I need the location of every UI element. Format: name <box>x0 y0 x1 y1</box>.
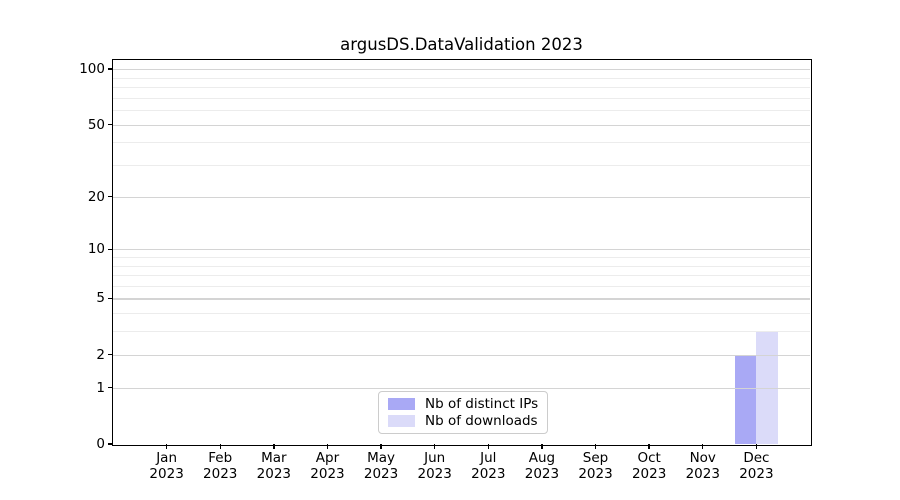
y-tick-label: 1 <box>96 379 105 396</box>
gridline-minor <box>113 275 810 277</box>
gridline-major <box>113 249 810 251</box>
x-tick-month: May <box>367 450 396 466</box>
x-tick-mark <box>165 444 168 449</box>
legend: Nb of distinct IPs Nb of downloads <box>378 391 549 434</box>
gridline-major <box>113 387 810 389</box>
x-tick-mark <box>702 444 704 449</box>
x-tick-mark <box>219 444 221 449</box>
x-tick-year: 2023 <box>739 465 774 482</box>
x-tick-year: 2023 <box>685 465 720 482</box>
x-tick-year: 2023 <box>149 465 184 482</box>
y-tick-label: 10 <box>87 241 105 258</box>
x-tick-year: 2023 <box>310 465 345 482</box>
y-tick-mark <box>108 248 113 250</box>
x-tick-label: Mar 2023 <box>242 450 306 482</box>
legend-label-distinct-ips: Nb of distinct IPs <box>425 396 539 412</box>
gridline-major <box>113 298 810 300</box>
x-tick-label: May 2023 <box>349 450 413 482</box>
y-tick-mark <box>108 123 113 126</box>
y-tick-mark <box>108 195 113 198</box>
x-tick-mark <box>648 444 650 449</box>
x-tick-label: Jul 2023 <box>456 450 520 482</box>
x-tick-month: Jan <box>156 450 178 466</box>
gridline-minor <box>113 77 810 79</box>
x-tick-label: Nov 2023 <box>671 450 735 482</box>
y-tick-mark <box>108 297 113 300</box>
gridline-minor <box>113 165 810 167</box>
legend-row-distinct-ips: Nb of distinct IPs <box>388 397 538 411</box>
x-tick-mark <box>380 444 382 449</box>
y-tick-mark <box>108 68 113 70</box>
x-tick-month: Nov <box>689 450 716 466</box>
gridline-minor <box>113 331 810 333</box>
gridline-major <box>113 124 810 126</box>
y-tick-mark <box>108 354 113 356</box>
x-tick-year: 2023 <box>417 465 452 482</box>
gridline-minor <box>113 87 810 89</box>
x-tick-year: 2023 <box>524 465 560 482</box>
gridline-minor <box>113 97 810 99</box>
x-tick-month: Oct <box>637 450 661 466</box>
chart-title: argusDS.DataValidation 2023 <box>340 35 583 54</box>
x-tick-label: Feb 2023 <box>188 450 252 482</box>
x-tick-year: 2023 <box>631 465 667 482</box>
gridline-minor <box>113 142 810 144</box>
x-tick-label: Jan 2023 <box>135 450 199 482</box>
x-tick-label: Apr 2023 <box>295 450 359 482</box>
x-tick-label: Dec 2023 <box>724 450 788 482</box>
gridline-minor <box>113 313 810 315</box>
x-tick-mark <box>273 444 275 449</box>
grid-layer <box>113 60 810 444</box>
y-tick-label: 100 <box>79 61 105 78</box>
y-tick-label: 5 <box>96 290 105 307</box>
y-tick-label: 20 <box>87 188 105 205</box>
legend-label-downloads: Nb of downloads <box>425 413 538 429</box>
legend-swatch-downloads <box>388 415 415 427</box>
gridline-minor <box>113 265 810 267</box>
gridline-major <box>113 354 810 356</box>
x-tick-year: 2023 <box>578 465 613 482</box>
x-tick-month: Mar <box>261 450 287 466</box>
x-tick-month: Feb <box>208 450 233 466</box>
gridline-major <box>113 69 810 71</box>
gridline-minor <box>113 110 810 112</box>
x-tick-mark <box>487 444 489 449</box>
x-tick-year: 2023 <box>363 465 399 482</box>
x-tick-label: Jun 2023 <box>403 450 467 482</box>
legend-row-downloads: Nb of downloads <box>388 414 538 428</box>
x-tick-year: 2023 <box>471 465 506 482</box>
x-tick-label: Aug 2023 <box>510 450 574 482</box>
gridline-major <box>113 196 810 198</box>
legend-swatch-distinct-ips <box>388 398 415 410</box>
x-tick-label: Oct 2023 <box>617 450 681 482</box>
y-tick-label: 2 <box>96 346 105 363</box>
bar-distinct-ips <box>734 354 757 444</box>
x-tick-mark <box>326 444 329 449</box>
y-tick-label: 0 <box>96 436 105 452</box>
x-tick-month: Dec <box>743 450 770 466</box>
y-tick-label: 50 <box>87 116 105 133</box>
x-tick-year: 2023 <box>256 465 292 482</box>
x-tick-mark <box>541 444 543 449</box>
x-tick-mark <box>433 444 436 449</box>
x-tick-mark <box>755 444 758 449</box>
y-tick-mark <box>108 443 113 445</box>
x-tick-year: 2023 <box>203 465 238 482</box>
x-tick-month: Jul <box>480 450 497 466</box>
gridline-minor <box>113 256 810 258</box>
x-tick-month: Jun <box>424 450 446 466</box>
x-tick-mark <box>594 444 597 449</box>
plot-area: Nb of distinct IPs Nb of downloads <box>111 58 812 446</box>
x-tick-month: Aug <box>528 450 556 466</box>
gridline-minor <box>113 285 810 287</box>
x-tick-month: Apr <box>315 450 340 466</box>
y-tick-mark <box>108 386 113 389</box>
x-tick-label: Sep 2023 <box>564 450 628 482</box>
x-tick-month: Sep <box>582 450 609 466</box>
